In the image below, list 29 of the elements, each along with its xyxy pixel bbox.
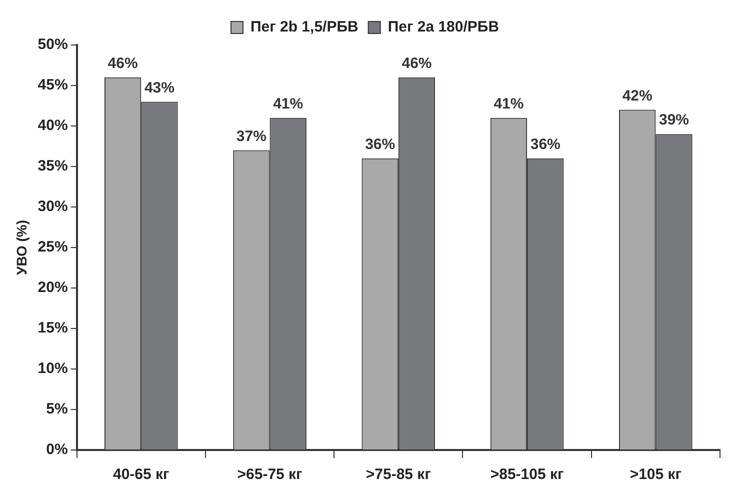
data-label: 36% [530, 136, 560, 154]
y-tick-label: 40% [38, 117, 68, 134]
data-label: 36% [365, 136, 396, 154]
y-tick-label: 20% [38, 279, 68, 296]
data-label: 39% [658, 112, 690, 129]
data-label: 42% [622, 87, 652, 104]
x-tick-label: >75-85 кг [366, 466, 431, 484]
y-tick-label: 15% [38, 320, 68, 337]
legend-label: Пег 2b 1,5/РБВ [250, 18, 358, 36]
x-tick-label: >85-105 кг [490, 466, 564, 484]
y-tick-label: 45% [38, 76, 68, 94]
data-label: 43% [144, 79, 174, 96]
y-tick-label: 25% [38, 238, 68, 256]
y-tick-label: 50% [38, 36, 68, 54]
y-tick-label: 30% [38, 198, 68, 216]
y-tick-label: 5% [46, 400, 68, 418]
data-label: 37% [236, 128, 266, 145]
y-axis-title: УВО (%) [13, 220, 30, 276]
x-tick-label: >65-75 кг [237, 466, 302, 484]
legend-label: Пег 2a 180/РБВ [388, 18, 500, 36]
x-tick-label: >105 кг [630, 466, 682, 484]
data-label: 41% [494, 96, 524, 113]
data-label: 41% [273, 96, 304, 113]
data-label: 46% [108, 55, 138, 72]
y-tick-label: 10% [38, 360, 68, 378]
data-label: 46% [402, 55, 432, 72]
y-tick-label: 35% [38, 158, 68, 175]
x-tick-label: 40-65 кг [112, 466, 170, 484]
y-tick-label: 0% [46, 441, 68, 458]
